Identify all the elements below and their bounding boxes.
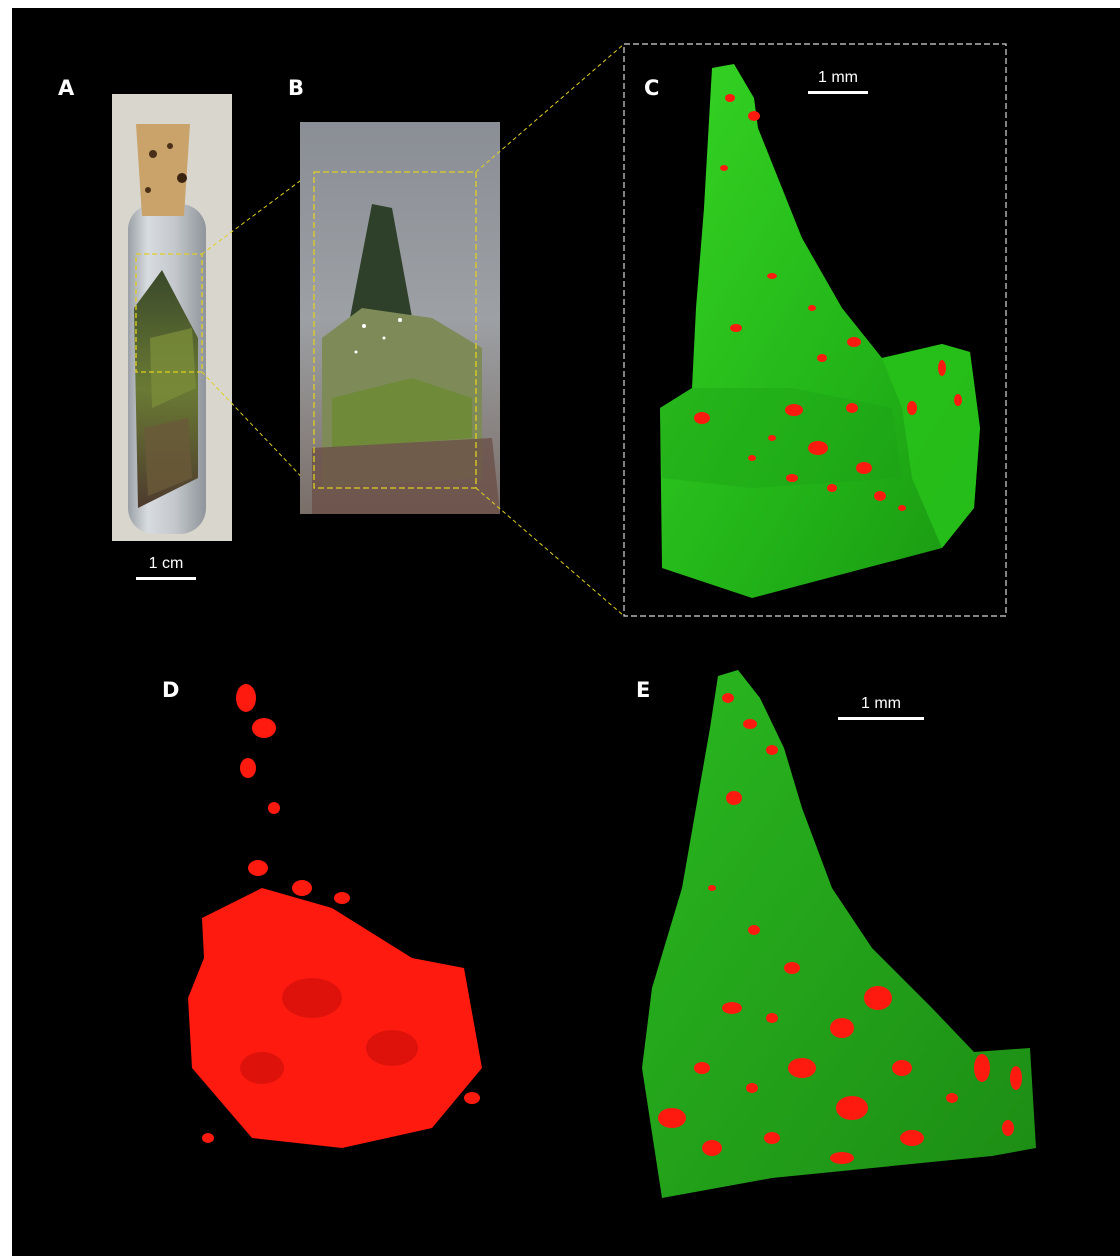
panel-e-particles bbox=[658, 693, 1022, 1164]
panel-c-rendering bbox=[660, 64, 980, 598]
scalebar-e: 1 mm bbox=[838, 696, 924, 720]
scalebar-c-bar bbox=[808, 91, 868, 94]
zoom-connector-b-c-bottom bbox=[475, 487, 625, 617]
panel-b-photo bbox=[300, 122, 500, 514]
panel-label-c: C bbox=[644, 76, 660, 100]
panel-label-a: A bbox=[58, 76, 75, 100]
panel-label-b: B bbox=[288, 76, 305, 100]
panel-c-particles bbox=[694, 94, 962, 511]
zoom-connector-b-c-top bbox=[475, 43, 625, 173]
panel-a-zoom-box bbox=[135, 253, 203, 373]
scalebar-e-bar bbox=[838, 717, 924, 720]
scalebar-c: 1 mm bbox=[808, 70, 868, 94]
zoom-connector-a-b-bottom bbox=[201, 371, 313, 489]
panel-a-photo bbox=[112, 94, 232, 541]
panel-b-zoom-box bbox=[313, 171, 477, 489]
panel-label-e: E bbox=[636, 678, 651, 702]
scalebar-c-label: 1 mm bbox=[818, 69, 858, 86]
panel-e-tissue bbox=[642, 670, 1036, 1198]
panel-d-rendering bbox=[188, 684, 482, 1148]
cork-stopper bbox=[136, 124, 190, 216]
figure-background: A B C D E 1 cm 1 mm 1 mm bbox=[12, 8, 1120, 1256]
scalebar-a-label: 1 cm bbox=[148, 555, 184, 572]
panel-c-tissue bbox=[660, 64, 980, 598]
scalebar-a: 1 cm bbox=[136, 556, 196, 580]
figure-graphics bbox=[112, 43, 1036, 1198]
panel-e-rendering bbox=[642, 670, 1036, 1198]
zoom-connector-a-b-top bbox=[201, 171, 313, 255]
panel-b-moss-tip bbox=[348, 204, 414, 328]
scalebar-a-bar bbox=[136, 577, 196, 580]
panel-d-particle-mass bbox=[188, 888, 482, 1148]
panel-c-frame bbox=[623, 43, 1007, 617]
panel-label-d: D bbox=[162, 678, 180, 702]
scalebar-e-label: 1 mm bbox=[861, 695, 901, 712]
